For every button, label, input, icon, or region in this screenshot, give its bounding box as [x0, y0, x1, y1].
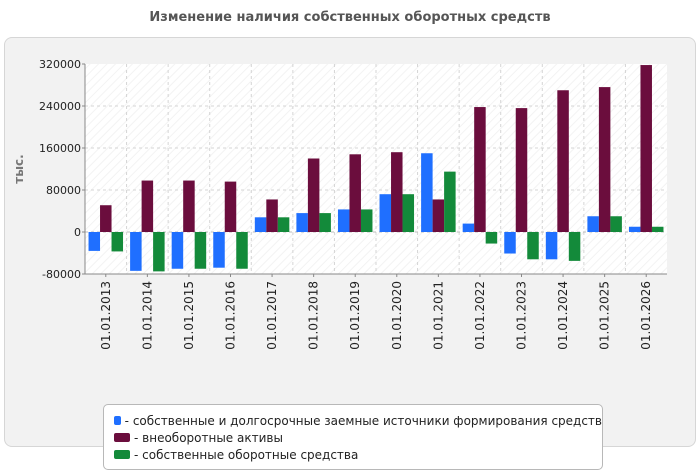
bar-s0-01.01.2024	[545, 232, 558, 260]
bar-s1-01.01.2016	[224, 181, 237, 232]
bar-s2-01.01.2016	[236, 232, 248, 269]
bar-s1-01.01.2025	[598, 87, 611, 232]
legend-item-working-capital: - собственные оборотные средства	[114, 446, 602, 463]
x-tick-label: 01.01.2019	[348, 281, 362, 350]
x-tick-label: 01.01.2024	[556, 281, 570, 350]
legend-swatch-sources	[114, 416, 121, 425]
bar-s0-01.01.2020	[379, 194, 392, 232]
legend: - собственные и долгосрочные заемные ист…	[103, 404, 603, 470]
bar-s1-01.01.2018	[307, 158, 320, 232]
bar-s0-01.01.2014	[130, 232, 142, 271]
y-tick-label: 320000	[39, 58, 81, 71]
x-tick-label: 01.01.2021	[431, 281, 445, 350]
gridlines	[85, 64, 667, 274]
x-tick-label: 01.01.2013	[99, 281, 113, 350]
legend-swatch-noncurrent-assets	[114, 433, 130, 442]
x-tick-label: 01.01.2018	[307, 281, 321, 350]
chart-title: Изменение наличия собственных оборотных …	[149, 10, 551, 25]
bar-s2-01.01.2026	[651, 226, 664, 232]
bar-s0-01.01.2016	[213, 232, 225, 268]
chart-panel: -80000 0 80000 160000 240000 320000 01.01.2013…	[4, 37, 696, 470]
bar-s0-01.01.2021	[421, 153, 433, 232]
y-tick-label: 240000	[39, 100, 81, 113]
bars	[88, 65, 664, 272]
bar-s0-01.01.2025	[587, 216, 599, 232]
bar-s1-01.01.2015	[183, 180, 195, 232]
bar-s2-01.01.2015	[194, 232, 207, 269]
bar-s0-01.01.2022	[462, 223, 475, 232]
bar-s2-01.01.2021	[444, 171, 456, 232]
x-tick-label: 01.01.2014	[140, 281, 154, 350]
x-tick-label: 01.01.2020	[390, 281, 404, 350]
bar-s1-01.01.2014	[141, 180, 154, 232]
bar-s2-01.01.2020	[402, 194, 415, 232]
bar-s1-01.01.2019	[349, 154, 361, 232]
bar-s0-01.01.2013	[88, 232, 101, 251]
bar-s1-01.01.2026	[640, 65, 652, 232]
legend-label-noncurrent-assets: - внеоборотные активы	[134, 430, 283, 445]
bar-s1-01.01.2023	[515, 108, 528, 232]
bar-s2-01.01.2017	[277, 217, 290, 232]
bar-s1-01.01.2022	[474, 107, 486, 232]
bar-s1-01.01.2024	[557, 90, 569, 232]
y-tick-label: 160000	[39, 142, 81, 155]
bar-s1-01.01.2020	[391, 152, 403, 232]
x-tick-label: 01.01.2026	[639, 281, 653, 350]
bar-s0-01.01.2026	[628, 226, 641, 232]
bar-s0-01.01.2015	[171, 232, 184, 269]
bar-s0-01.01.2017	[254, 217, 267, 232]
bar-s2-01.01.2013	[111, 232, 124, 252]
bar-s2-01.01.2025	[610, 216, 622, 232]
bar-s1-01.01.2017	[266, 199, 278, 232]
bar-s2-01.01.2019	[360, 209, 373, 232]
y-tick-label: -80000	[42, 268, 81, 281]
bar-s2-01.01.2014	[153, 232, 165, 272]
bar-s1-01.01.2013	[100, 205, 112, 232]
bar-s2-01.01.2018	[319, 213, 331, 232]
legend-swatch-working-capital	[114, 450, 130, 459]
bar-chart: -80000 0 80000 160000 240000 320000 01.01.2013…	[12, 58, 667, 350]
x-tick-label: 01.01.2016	[224, 281, 238, 350]
y-tick-label: 80000	[46, 184, 81, 197]
x-tick-label: 01.01.2025	[598, 281, 612, 350]
bar-s2-01.01.2023	[527, 232, 539, 260]
x-tick-label: 01.01.2023	[515, 281, 529, 350]
axes: -80000 0 80000 160000 240000 320000 01.01.2013…	[39, 58, 667, 350]
bar-s0-01.01.2019	[337, 209, 350, 232]
legend-item-sources: - собственные и долгосрочные заемные ист…	[114, 412, 602, 429]
y-tick-label: 0	[74, 226, 81, 239]
x-tick-label: 01.01.2015	[182, 281, 196, 350]
legend-label-sources: - собственные и долгосрочные заемные ист…	[124, 413, 602, 428]
bar-s0-01.01.2018	[296, 213, 308, 232]
legend-item-noncurrent-assets: - внеоборотные активы	[114, 429, 602, 446]
x-tick-label: 01.01.2022	[473, 281, 487, 350]
bar-s0-01.01.2023	[504, 232, 516, 254]
bar-s2-01.01.2024	[568, 232, 581, 261]
y-axis-label: тыс.	[12, 154, 26, 183]
x-tick-label: 01.01.2017	[265, 281, 279, 350]
bar-s1-01.01.2021	[432, 199, 445, 232]
bar-s2-01.01.2022	[485, 232, 498, 244]
